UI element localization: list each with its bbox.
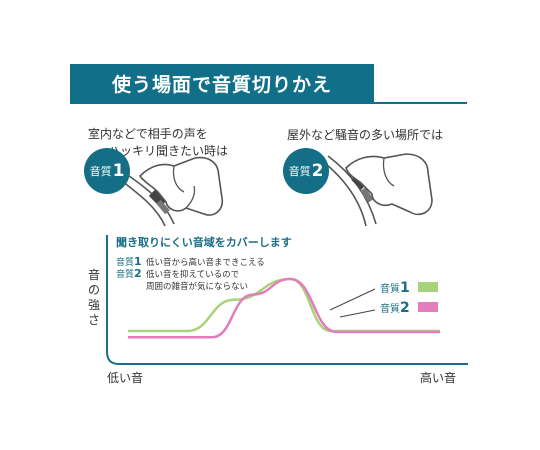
scene-1-line-1: 室内などで相手の声を <box>88 127 208 141</box>
note-2-label-text: 音質 <box>116 268 134 280</box>
legend-1-leader <box>329 288 376 311</box>
note-2-label: 音質2 <box>116 267 142 280</box>
legend-2-label: 音質2 <box>380 300 410 316</box>
sound-mode-2-badge: 音質 2 <box>283 148 329 194</box>
x-axis-low-label: 低い音 <box>107 371 144 385</box>
badge-label: 音質 <box>89 165 112 178</box>
legend-1-label: 音質1 <box>380 280 410 296</box>
series-2-line <box>127 277 440 339</box>
title-underline <box>70 102 467 104</box>
note-1-text: 低い音から高い音まできこえる <box>146 257 265 268</box>
note-2-text-2: 周囲の雑音が気にならない <box>146 281 248 292</box>
legend-1-number: 1 <box>400 280 410 296</box>
legend-2-leader <box>339 309 376 318</box>
badge-number: 2 <box>311 161 324 181</box>
chart-heading: 聞き取りにくい音域をカバーします <box>116 235 292 249</box>
axis-frame <box>106 235 468 365</box>
hand-dial-illustration-2 <box>320 153 433 227</box>
scene-2-caption: 屋外など騒音の多い場所では <box>287 127 443 144</box>
badge-number: 1 <box>112 161 125 181</box>
scene-1-line-2: ハッキリ聞きたい時は <box>108 144 229 158</box>
x-axis-high-label: 高い音 <box>420 371 457 385</box>
legend-2-number: 2 <box>400 300 410 316</box>
legend-2-swatch <box>418 302 438 312</box>
page-title: 使う場面で音質切りかえ <box>70 64 374 102</box>
legend-2-label-text: 音質 <box>380 302 400 315</box>
note-2-number: 2 <box>134 267 142 280</box>
scene-2-line-1: 屋外など騒音の多い場所では <box>287 128 444 142</box>
y-axis-label: 音の強さ <box>87 268 100 327</box>
sound-mode-1-badge: 音質 1 <box>84 148 130 194</box>
note-2-text: 低い音を抑えているので <box>146 269 239 280</box>
note-1-label: 音質1 <box>116 255 142 268</box>
legend-1-label-text: 音質 <box>380 282 400 295</box>
legend-1-swatch <box>418 282 438 292</box>
scene-1-caption: 室内などで相手の声を ハッキリ聞きたい時は <box>88 126 228 160</box>
badge-label: 音質 <box>288 165 311 178</box>
note-1-label-text: 音質 <box>116 256 134 268</box>
note-1-number: 1 <box>134 255 142 268</box>
